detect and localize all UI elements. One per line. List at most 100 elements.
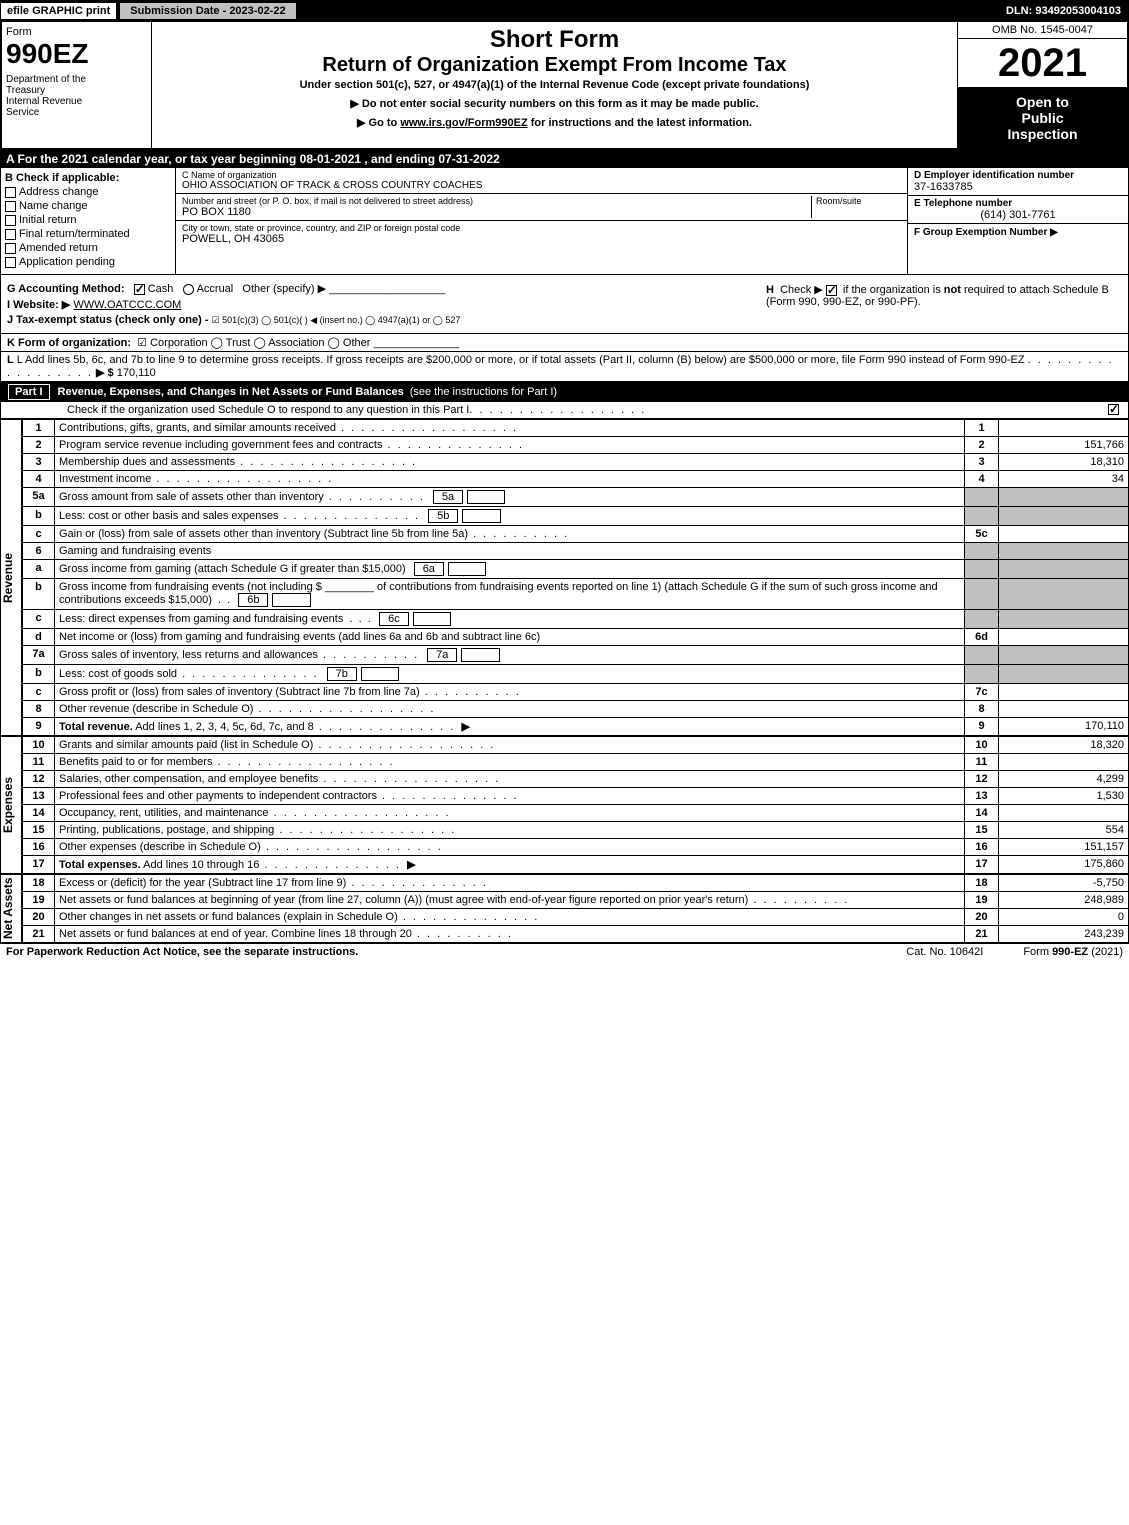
line-19: 19Net assets or fund balances at beginni… xyxy=(23,892,1129,909)
line-14: 14Occupancy, rent, utilities, and mainte… xyxy=(23,805,1129,822)
efile-label[interactable]: efile GRAPHIC print xyxy=(0,2,117,20)
section-ghijk: G Accounting Method: Cash Accrual Other … xyxy=(0,275,1129,334)
col-c: C Name of organization OHIO ASSOCIATION … xyxy=(176,168,908,274)
line-6d: dNet income or (loss) from gaming and fu… xyxy=(23,629,1129,646)
website-value[interactable]: WWW.OATCCC.COM xyxy=(73,299,181,311)
line-12: 12Salaries, other compensation, and empl… xyxy=(23,771,1129,788)
line-6b: bGross income from fundraising events (n… xyxy=(23,579,1129,610)
cat-no: Cat. No. 10642I xyxy=(906,946,983,958)
revenue-table: 1Contributions, gifts, grants, and simil… xyxy=(22,419,1129,736)
open-public-badge: Open toPublicInspection xyxy=(958,88,1127,148)
part1-header: Part I Revenue, Expenses, and Changes in… xyxy=(0,382,1129,402)
org-street: PO BOX 1180 xyxy=(182,206,811,218)
form-number: 990EZ xyxy=(6,38,147,70)
line-6c: cLess: direct expenses from gaming and f… xyxy=(23,610,1129,629)
revenue-label: Revenue xyxy=(0,419,22,736)
chk-amended-return[interactable]: Amended return xyxy=(5,242,171,254)
line-9: 9Total revenue. Add lines 1, 2, 3, 4, 5c… xyxy=(23,718,1129,736)
section-l: L L Add lines 5b, 6c, and 7b to line 9 t… xyxy=(0,352,1129,382)
org-name: OHIO ASSOCIATION OF TRACK & CROSS COUNTR… xyxy=(182,180,901,191)
col-b: B Check if applicable: Address change Na… xyxy=(1,168,176,274)
dept-treasury: Department of theTreasuryInternal Revenu… xyxy=(6,74,147,118)
part1-tag: Part I xyxy=(8,384,50,400)
part1-subtitle: (see the instructions for Part I) xyxy=(410,386,557,398)
return-title: Return of Organization Exempt From Incom… xyxy=(156,54,953,77)
line-21: 21Net assets or fund balances at end of … xyxy=(23,926,1129,943)
expenses-section: Expenses 10Grants and similar amounts pa… xyxy=(0,736,1129,874)
chk-accrual[interactable] xyxy=(183,284,194,295)
telephone: (614) 301-7761 xyxy=(914,209,1122,221)
line-2: 2Program service revenue including gover… xyxy=(23,437,1129,454)
revenue-section: Revenue 1Contributions, gifts, grants, a… xyxy=(0,419,1129,736)
form-id: Form 990-EZ (2021) xyxy=(1023,946,1123,958)
line-16: 16Other expenses (describe in Schedule O… xyxy=(23,839,1129,856)
line-11: 11Benefits paid to or for members11 xyxy=(23,754,1129,771)
c-street-label: Number and street (or P. O. box, if mail… xyxy=(182,196,811,206)
line-7b: bLess: cost of goods sold 7b xyxy=(23,665,1129,684)
form-header: Form 990EZ Department of theTreasuryInte… xyxy=(0,22,1129,150)
h-box: H Check ▶ if the organization is not req… xyxy=(762,279,1122,329)
g-accounting: G Accounting Method: Cash Accrual Other … xyxy=(7,282,762,295)
chk-final-return[interactable]: Final return/terminated xyxy=(5,228,171,240)
ssn-note: ▶ Do not enter social security numbers o… xyxy=(156,97,953,110)
submission-date: Submission Date - 2023-02-22 xyxy=(119,2,296,20)
line-8: 8Other revenue (describe in Schedule O)8 xyxy=(23,701,1129,718)
netassets-section: Net Assets 18Excess or (deficit) for the… xyxy=(0,874,1129,943)
part1-title: Revenue, Expenses, and Changes in Net As… xyxy=(58,386,404,398)
under-section: Under section 501(c), 527, or 4947(a)(1)… xyxy=(156,79,953,91)
e-label: E Telephone number xyxy=(914,198,1122,209)
line-5b: bLess: cost or other basis and sales exp… xyxy=(23,507,1129,526)
part1-check-row: Check if the organization used Schedule … xyxy=(0,402,1129,419)
line-7c: cGross profit or (loss) from sales of in… xyxy=(23,684,1129,701)
line-7a: 7aGross sales of inventory, less returns… xyxy=(23,646,1129,665)
line-3: 3Membership dues and assessments318,310 xyxy=(23,454,1129,471)
chk-h[interactable] xyxy=(826,285,837,296)
chk-name-change[interactable]: Name change xyxy=(5,200,171,212)
section-k: K Form of organization: ☑ Corporation ◯ … xyxy=(0,334,1129,352)
goto-link[interactable]: ▶ Go to www.irs.gov/Form990EZ for instru… xyxy=(156,116,953,129)
i-website: I Website: ▶ WWW.OATCCC.COM xyxy=(7,298,762,311)
omb-number: OMB No. 1545-0047 xyxy=(958,22,1127,39)
form-label: Form xyxy=(6,26,147,38)
line-5c: cGain or (loss) from sale of assets othe… xyxy=(23,526,1129,543)
line-1: 1Contributions, gifts, grants, and simil… xyxy=(23,420,1129,437)
dln: DLN: 93492053004103 xyxy=(998,3,1129,19)
expenses-label: Expenses xyxy=(0,736,22,874)
line-4: 4Investment income434 xyxy=(23,471,1129,488)
chk-cash[interactable] xyxy=(134,284,145,295)
line-6: 6Gaming and fundraising events xyxy=(23,543,1129,560)
tax-year: 2021 xyxy=(958,39,1127,88)
chk-schedule-o[interactable] xyxy=(1108,404,1119,415)
header-right: OMB No. 1545-0047 2021 Open toPublicInsp… xyxy=(957,22,1127,148)
chk-initial-return[interactable]: Initial return xyxy=(5,214,171,226)
netassets-table: 18Excess or (deficit) for the year (Subt… xyxy=(22,874,1129,943)
header-mid: Short Form Return of Organization Exempt… xyxy=(152,22,957,148)
d-label: D Employer identification number xyxy=(914,170,1122,181)
c-name-label: C Name of organization xyxy=(182,170,901,180)
ein: 37-1633785 xyxy=(914,181,1122,193)
line-6a: aGross income from gaming (attach Schedu… xyxy=(23,560,1129,579)
col-def: D Employer identification number 37-1633… xyxy=(908,168,1128,274)
chk-application-pending[interactable]: Application pending xyxy=(5,256,171,268)
gross-receipts: 170,110 xyxy=(117,367,156,379)
short-form-title: Short Form xyxy=(156,26,953,54)
line-5a: 5aGross amount from sale of assets other… xyxy=(23,488,1129,507)
netassets-label: Net Assets xyxy=(0,874,22,943)
line-20: 20Other changes in net assets or fund ba… xyxy=(23,909,1129,926)
line-15: 15Printing, publications, postage, and s… xyxy=(23,822,1129,839)
line-17: 17Total expenses. Add lines 10 through 1… xyxy=(23,856,1129,874)
section-bcdef: B Check if applicable: Address change Na… xyxy=(0,168,1129,275)
line-18: 18Excess or (deficit) for the year (Subt… xyxy=(23,875,1129,892)
b-label: B Check if applicable: xyxy=(5,172,171,184)
footer: For Paperwork Reduction Act Notice, see … xyxy=(0,943,1129,960)
chk-address-change[interactable]: Address change xyxy=(5,186,171,198)
room-suite-label: Room/suite xyxy=(811,196,901,218)
c-city-label: City or town, state or province, country… xyxy=(182,223,901,233)
header-left: Form 990EZ Department of theTreasuryInte… xyxy=(2,22,152,148)
line-10: 10Grants and similar amounts paid (list … xyxy=(23,737,1129,754)
expenses-table: 10Grants and similar amounts paid (list … xyxy=(22,736,1129,874)
row-a: A For the 2021 calendar year, or tax yea… xyxy=(0,150,1129,168)
top-bar: efile GRAPHIC print Submission Date - 20… xyxy=(0,0,1129,22)
line-13: 13Professional fees and other payments t… xyxy=(23,788,1129,805)
f-label: F Group Exemption Number ▶ xyxy=(914,227,1058,238)
